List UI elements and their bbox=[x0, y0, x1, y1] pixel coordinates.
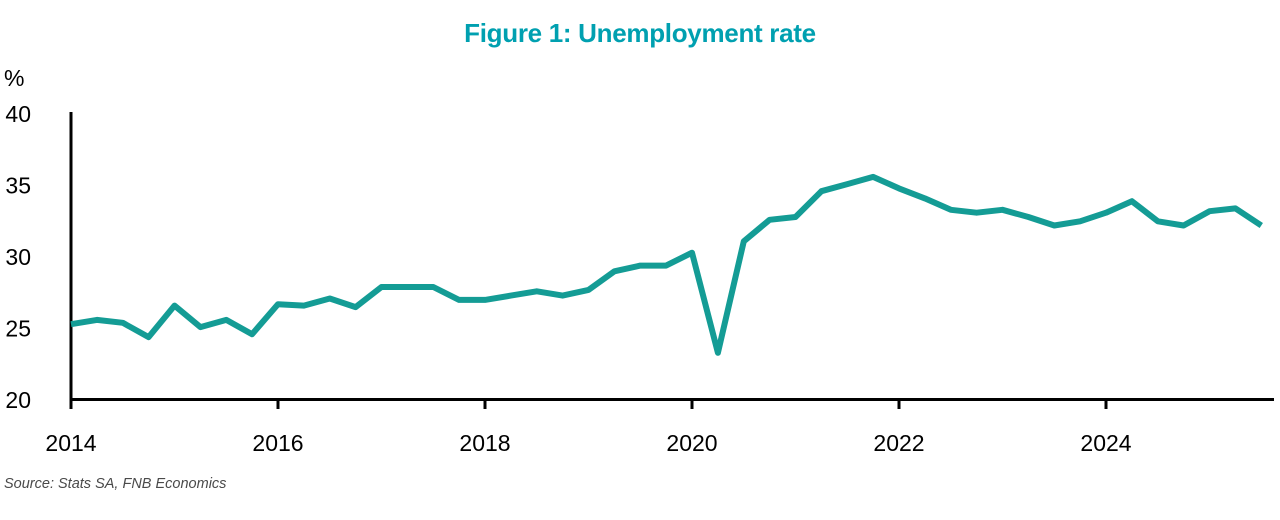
x-tick-label: 2016 bbox=[252, 430, 303, 456]
y-tick-label: 35 bbox=[5, 173, 31, 199]
y-tick-label: 30 bbox=[5, 244, 31, 270]
x-tick-label: 2022 bbox=[873, 430, 924, 456]
x-tick-label: 2014 bbox=[45, 430, 96, 456]
y-axis-unit-label: % bbox=[4, 65, 24, 91]
chart-title: Figure 1: Unemployment rate bbox=[464, 18, 816, 48]
source-note: Source: Stats SA, FNB Economics bbox=[4, 476, 227, 492]
x-tick-label: 2024 bbox=[1080, 430, 1131, 456]
y-tick-label: 25 bbox=[5, 316, 31, 342]
x-tick-label: 2018 bbox=[459, 430, 510, 456]
x-tick-label: 2020 bbox=[666, 430, 717, 456]
y-tick-label: 40 bbox=[5, 101, 31, 127]
y-tick-label: 20 bbox=[5, 387, 31, 413]
unemployment-rate-line bbox=[70, 173, 1263, 356]
